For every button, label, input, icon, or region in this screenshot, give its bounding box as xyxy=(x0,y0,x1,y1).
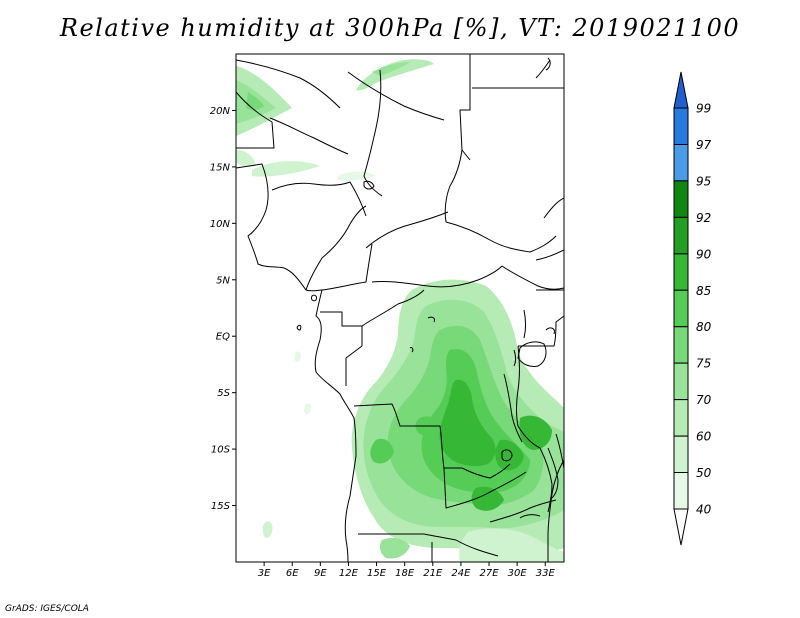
colorbar-level-label: 50 xyxy=(696,466,712,480)
lat-tick-label: 5S xyxy=(217,388,230,399)
border-southsudan-drc xyxy=(501,265,564,290)
border-cameroon-car xyxy=(321,243,373,291)
colorbar-level-label: 80 xyxy=(696,320,712,334)
border-drc-east xyxy=(516,345,541,449)
island-pemba xyxy=(545,57,551,71)
red-sea-coast xyxy=(472,59,564,89)
border-gabon-congo xyxy=(320,311,363,386)
humidity-region-southeast xyxy=(262,351,564,562)
colorbar-level-label: 75 xyxy=(696,357,711,371)
colorbar-swatch xyxy=(673,253,689,291)
border-drc-angola xyxy=(353,403,511,479)
lon-tick-label: 9E xyxy=(314,568,327,579)
colorbar-swatch xyxy=(673,180,689,218)
lake-albert xyxy=(523,309,526,339)
colorbar-level-label: 92 xyxy=(696,211,711,225)
border-namibia-botswana xyxy=(431,539,499,562)
border-chad-car xyxy=(365,211,449,249)
colorbar-level-label: 97 xyxy=(696,138,712,152)
colorbar-level-label: 40 xyxy=(696,503,712,517)
colorbar-swatch xyxy=(673,508,689,546)
colorbar-level-label: 85 xyxy=(696,284,711,298)
lake-victoria xyxy=(517,341,547,367)
country-borders xyxy=(236,54,564,562)
colorbar-swatch xyxy=(673,472,689,510)
border-angola-namibia xyxy=(358,533,457,541)
colorbar-swatch xyxy=(673,362,689,401)
mozambique-coast xyxy=(555,433,564,469)
lon-tick-label: 18E xyxy=(395,568,415,579)
border-mali-niger xyxy=(269,117,349,155)
border-zambia-malawi xyxy=(539,447,553,513)
colorbar: 99 97 95 92 90 85 80 75 70 60 50 40 xyxy=(673,71,712,546)
lon-tick-label: 30E xyxy=(508,568,528,579)
border-car-drc xyxy=(371,265,503,288)
coastline-east-africa xyxy=(547,459,564,562)
border-uganda-kenya xyxy=(518,315,564,347)
colorbar-level-label: 70 xyxy=(696,393,712,407)
lon-tick-label: 15E xyxy=(367,568,387,579)
lat-tick-label: 20N xyxy=(210,106,231,117)
lat-tick-label: 10S xyxy=(211,445,231,456)
border-nigeria-cameroon xyxy=(305,205,367,291)
border-sudan-southsudan xyxy=(445,221,557,253)
humidity-region-north xyxy=(236,59,434,181)
border-nigeria-niger xyxy=(271,181,367,217)
lon-tick-label: 6E xyxy=(286,568,299,579)
lat-tick-label: 10N xyxy=(210,219,231,230)
lakes-cluster xyxy=(409,316,555,353)
colorbar-swatch xyxy=(673,399,689,437)
lon-tick-label: 21E xyxy=(423,568,443,579)
colorbar-swatch xyxy=(673,216,689,255)
latitude-axis: 20N 15N 10N 5N EQ 5S 10S 15S xyxy=(210,106,236,512)
border-chad-sudan xyxy=(444,149,463,223)
colorbar-level-label: 60 xyxy=(696,430,712,444)
lat-tick-label: 15N xyxy=(210,162,231,173)
lat-tick-label: 5N xyxy=(216,275,230,286)
border-eritrea xyxy=(543,197,564,219)
lat-tick-label: EQ xyxy=(216,332,230,343)
lake-kariba xyxy=(519,514,541,519)
colorbar-swatch xyxy=(673,107,689,145)
lake-chad xyxy=(363,180,375,190)
colorbar-swatch xyxy=(673,326,689,364)
credit-text: GrADS: IGES/COLA xyxy=(5,604,89,614)
lake-mweru xyxy=(501,449,513,462)
lon-tick-label: 27E xyxy=(480,568,500,579)
colorbar-swatch xyxy=(673,71,689,109)
humidity-fill xyxy=(236,54,564,562)
lake-tanganyika xyxy=(503,373,523,443)
lon-tick-label: 24E xyxy=(451,568,471,579)
border-congo-drc xyxy=(361,289,425,327)
colorbar-swatch xyxy=(673,289,689,328)
lat-tick-label: 15S xyxy=(211,501,231,512)
lake-kivu xyxy=(513,349,516,367)
colorbar-swatch xyxy=(673,435,689,474)
border-angola-zambia xyxy=(443,467,527,509)
border-zambia-zimbabwe xyxy=(489,499,557,523)
border-libya-egypt xyxy=(459,54,471,161)
longitude-axis: 3E 6E 9E 12E 15E 18E 21E 24E 27E 30E 33E xyxy=(258,562,556,579)
island-saotome xyxy=(296,324,302,331)
colorbar-level-label: 90 xyxy=(696,247,712,261)
border-algeria-niger xyxy=(236,59,341,109)
lon-tick-label: 33E xyxy=(536,568,556,579)
map-frame xyxy=(235,53,565,563)
border-libya-chad xyxy=(347,71,445,121)
lon-tick-label: 12E xyxy=(339,568,359,579)
colorbar-level-label: 99 xyxy=(696,102,711,116)
colorbar-swatch xyxy=(673,143,689,182)
border-ethiopia xyxy=(535,249,564,291)
island-bioko xyxy=(311,294,317,302)
humidity-region-south xyxy=(351,279,564,556)
lon-tick-label: 3E xyxy=(258,568,271,579)
map-title: Relative humidity at 300hPa [%], VT: 201… xyxy=(59,14,741,42)
colorbar-level-label: 95 xyxy=(696,174,711,188)
lake-malawi xyxy=(547,447,559,499)
coastline-west-africa xyxy=(236,91,357,562)
